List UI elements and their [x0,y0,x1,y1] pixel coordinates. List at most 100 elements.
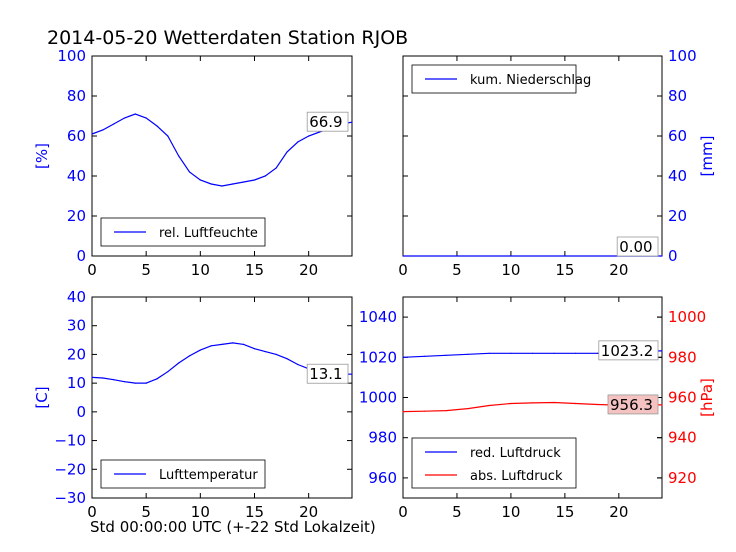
data-point [243,181,245,183]
x-tick-label: 15 [555,261,574,279]
y-tick-label: 100 [57,47,86,65]
data-point [221,185,223,187]
data-point [402,255,404,257]
data-point [232,183,234,185]
legend-label: kum. Niederschlag [470,73,591,88]
data-point [575,402,577,405]
data-point [102,377,104,379]
data-point [145,382,147,384]
data-point [178,155,180,157]
legend-label: rel. Luftfeuchte [159,226,258,241]
data-point [553,401,555,404]
value-label: 956.3 [610,396,653,414]
x-tick-label: 15 [555,503,574,521]
data-point [221,343,223,345]
x-tick-label: 5 [452,261,462,279]
y-tick-label: 60 [668,127,687,145]
data-point [297,141,299,143]
value-label-box [607,394,659,415]
x-tick-label: 5 [452,503,462,521]
x-tick-label: 0 [398,261,408,279]
data-point [488,404,490,407]
data-point [318,131,321,133]
legend-label: red. Luftdruck [470,446,561,461]
value-label-box [598,340,659,361]
data-point [445,354,447,356]
value-label: 1023.2 [601,342,654,360]
x-tick-label: 5 [141,261,151,279]
x-tick-label: 20 [299,261,318,279]
data-point [308,135,310,137]
data-point [286,358,288,360]
value-label: 13.1 [309,365,342,383]
data-point [402,356,404,358]
data-point [134,382,136,384]
y-tick-label: 20 [67,345,86,363]
y-tick-label: 40 [668,167,687,185]
y-axis-label: [hPa] [698,378,716,417]
data-point [188,171,191,173]
data-point [123,381,126,383]
data-point [488,352,490,354]
data-point [264,351,266,353]
x-tick-label: 20 [299,503,318,521]
y-tick-label-right: 960 [668,389,697,407]
data-point [531,402,534,404]
plot-frame-0 [91,55,353,257]
y-tick-label-right: 980 [668,348,697,366]
data-point [123,117,126,119]
data-point [661,255,663,257]
y-tick-label-right: 940 [668,429,697,447]
data-point [467,408,469,410]
data-point [156,378,158,380]
data-point [167,135,169,137]
y-tick-label: 80 [67,87,86,105]
y-tick-label: 40 [67,288,86,306]
data-point [253,348,256,350]
value-label: 0.00 [619,238,652,256]
y-tick-label: 20 [67,207,86,225]
data-point [297,363,299,366]
data-point [264,175,266,177]
data-point [253,179,256,181]
data-point [661,350,663,352]
data-point [210,345,212,347]
x-tick-label: 10 [191,503,210,521]
y-tick-label-right: 1000 [668,308,706,326]
y-tick-label-right: 920 [668,469,697,487]
value-label-box [306,363,349,384]
data-point [188,355,191,357]
y-tick-label: −30 [54,489,86,507]
y-tick-label: 1040 [359,308,397,326]
y-tick-label: 10 [67,374,86,392]
legend-label: Lufttemperatur [159,468,258,483]
data-point [402,411,404,413]
data-point [167,371,169,373]
data-point [134,113,136,115]
value-label-box [306,111,349,132]
data-point [199,349,201,351]
data-point [113,379,115,381]
data-point [113,123,115,125]
value-label-box [616,236,659,257]
data-point [445,410,447,412]
data-point [531,352,534,354]
y-tick-label: 0 [76,403,86,421]
y-axis-label: [mm] [698,136,716,177]
data-point [91,376,93,378]
data-point [156,125,158,127]
x-tick-label: 15 [245,503,264,521]
y-axis-label: [%] [33,143,51,169]
y-tick-label: 980 [368,429,397,447]
x-tick-label: 0 [87,261,97,279]
data-point [661,404,663,406]
x-tick-label: 20 [609,503,628,521]
data-point [424,355,426,357]
y-tick-label: 0 [76,247,86,265]
y-tick-label: 20 [668,207,687,225]
data-point [199,179,201,181]
y-tick-label: 60 [67,127,86,145]
legend-box [411,437,577,489]
x-tick-label: 15 [245,261,264,279]
